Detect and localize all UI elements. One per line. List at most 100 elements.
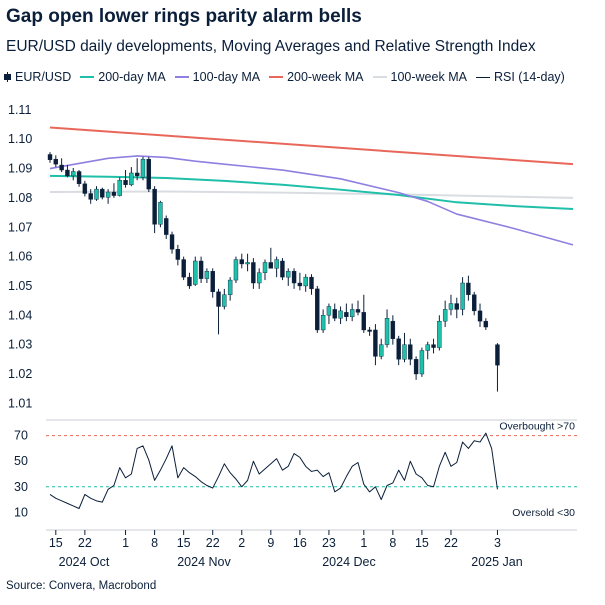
candle-down <box>198 260 204 279</box>
candle-down <box>53 158 59 165</box>
rsi-line <box>49 432 498 509</box>
legend: EUR/USD 200-day MA 100-day MA 200-week M… <box>4 70 565 84</box>
x-tick-label: 22 <box>206 536 220 550</box>
x-tick-label: 22 <box>78 536 92 550</box>
x-tick-label: 23 <box>322 536 336 550</box>
candle-down <box>210 271 215 293</box>
candle-down <box>88 193 93 200</box>
candle-down <box>332 309 337 319</box>
price-y-tick-label: 1.08 <box>8 191 32 205</box>
candle-up <box>204 271 210 279</box>
chart-title: Gap open lower rings parity alarm bells <box>6 6 362 27</box>
x-tick-label: 8 <box>389 536 396 550</box>
legend-item-100-week-ma: 100-week MA <box>372 70 467 84</box>
candle-down <box>396 338 401 360</box>
candle-down <box>76 171 82 185</box>
price-y-tick-label: 1.02 <box>8 367 32 381</box>
chart-subtitle: EUR/USD daily developments, Moving Avera… <box>6 38 536 55</box>
source-note: Source: Convera, Macrobond <box>6 580 157 592</box>
candle-down <box>361 312 366 331</box>
candle-down <box>169 234 175 250</box>
price-y-tick-label: 1.01 <box>8 396 32 410</box>
x-tick-label: 2 <box>238 536 245 550</box>
candle-down <box>297 282 303 287</box>
candle-down <box>280 260 285 278</box>
legend-item-200-day-ma: 200-day MA <box>80 70 166 84</box>
candle-down <box>268 262 274 269</box>
line-swatch-icon <box>372 76 387 78</box>
legend-label: EUR/USD <box>15 70 72 84</box>
legend-label: 200-day MA <box>98 70 166 84</box>
candle-up <box>71 171 76 177</box>
candle-down <box>65 169 70 177</box>
candle-down <box>483 320 489 328</box>
candle-down <box>123 180 128 185</box>
candle-up <box>437 320 442 348</box>
candle-up <box>227 279 233 295</box>
candle-down <box>111 191 117 196</box>
x-period-label: 2024 Nov <box>177 555 231 569</box>
candle-down <box>315 288 320 331</box>
ma-100-week-line <box>49 190 574 199</box>
candle-up <box>262 262 268 273</box>
candle-down <box>164 218 169 235</box>
candle-up <box>442 309 448 322</box>
candle-up <box>448 303 454 310</box>
candle-up <box>140 158 146 178</box>
candle-down <box>472 294 477 312</box>
line-swatch-icon <box>269 76 284 78</box>
price-y-tick-label: 1.09 <box>8 162 32 176</box>
candlestick-icon <box>4 72 11 82</box>
ma-200-week-line <box>49 126 574 166</box>
candle-down <box>355 309 361 313</box>
x-tick-label: 1 <box>360 536 367 550</box>
legend-label: 100-day MA <box>192 70 261 84</box>
candle-up <box>384 318 390 345</box>
candle-up <box>326 306 332 316</box>
candle-up <box>320 315 326 331</box>
candle-down <box>309 276 314 290</box>
legend-item-200-week-ma: 200-week MA <box>269 70 364 84</box>
ma-100-day-line <box>49 155 574 246</box>
candle-down <box>390 320 396 339</box>
candle-up <box>193 260 198 285</box>
legend-label: 100-week MA <box>390 70 467 84</box>
candle-down <box>187 276 192 287</box>
candle-up <box>274 259 279 269</box>
price-y-tick-label: 1.03 <box>8 338 32 352</box>
x-tick-label: 3 <box>494 536 501 550</box>
candle-down <box>495 344 500 366</box>
line-swatch-icon <box>174 76 189 78</box>
candle-down <box>367 329 372 332</box>
rsi-y-tick-label: 30 <box>14 480 28 494</box>
candle-up <box>245 262 250 265</box>
candle-down <box>175 249 181 260</box>
candle-up <box>349 309 355 317</box>
price-y-tick-label: 1.06 <box>8 250 32 264</box>
candle-down <box>216 291 221 307</box>
x-period-label: 2025 Jan <box>471 555 522 569</box>
legend-label: RSI (14-day) <box>493 70 565 84</box>
x-period-label: 2024 Oct <box>59 555 110 569</box>
x-tick-label: 9 <box>267 536 274 550</box>
price-y-tick-label: 1.04 <box>8 308 32 322</box>
candle-down <box>239 259 244 265</box>
candle-up <box>460 282 465 310</box>
x-tick-label: 15 <box>177 536 191 550</box>
candle-down <box>100 188 105 198</box>
candle-down <box>181 259 186 278</box>
candle-down <box>251 262 256 284</box>
candle-up <box>379 344 384 357</box>
candle-up <box>425 344 430 351</box>
rsi-y-tick-label: 10 <box>14 505 28 519</box>
candle-up <box>338 310 343 319</box>
overbought-label: Overbought >70 <box>499 421 575 433</box>
x-tick-label: 16 <box>293 536 307 550</box>
price-y-tick-label: 1.05 <box>8 279 32 293</box>
candle-down <box>291 271 297 284</box>
candle-up <box>303 276 308 287</box>
candle-down <box>146 158 151 190</box>
price-y-tick-label: 1.11 <box>8 103 31 117</box>
legend-item-eurusd: EUR/USD <box>4 70 71 84</box>
candle-down <box>466 282 471 295</box>
